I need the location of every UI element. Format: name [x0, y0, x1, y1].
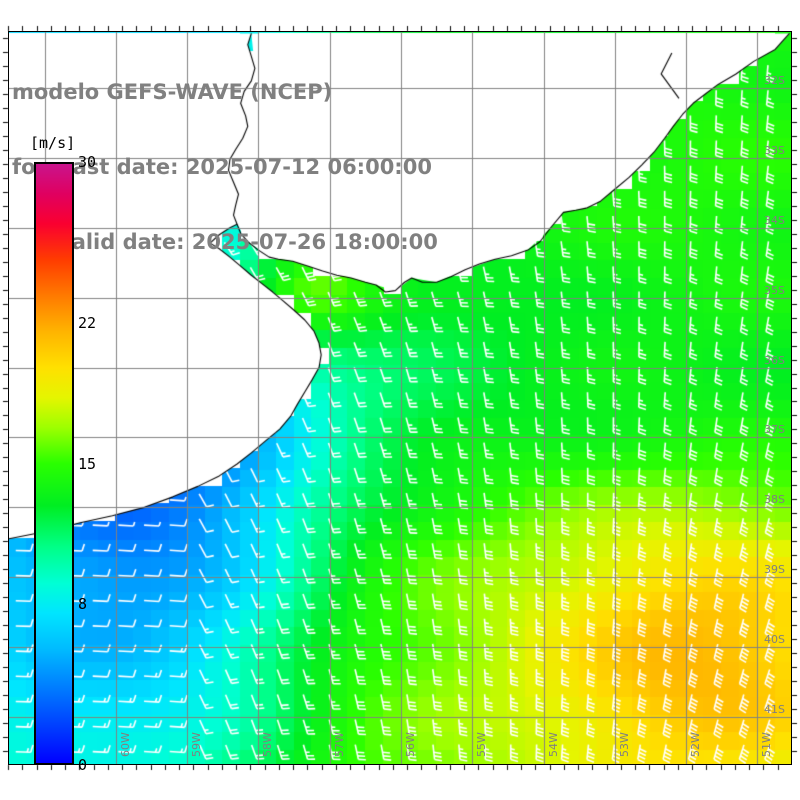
lon-tick-label: 53W: [617, 732, 631, 757]
lat-tick-label: 34S: [764, 213, 785, 227]
colorbar: [34, 162, 74, 765]
wind-speed-raster: [9, 32, 791, 764]
lat-tick-label: 35S: [764, 283, 785, 297]
lon-tick-label: 52W: [689, 732, 703, 757]
lat-tick-label: 39S: [764, 563, 785, 577]
map-canvas: [9, 32, 791, 764]
lon-tick-label: 59W: [190, 732, 204, 757]
lat-tick-label: 38S: [764, 493, 785, 507]
lon-tick-label: 56W: [404, 732, 417, 757]
lon-tick-label: 51W: [760, 732, 774, 757]
lat-tick-label: 36S: [764, 353, 785, 367]
colorbar-tick-8: 8: [78, 595, 88, 614]
map-frame: [8, 31, 792, 765]
lon-tick-label: 58W: [261, 732, 275, 757]
colorbar-tick-22: 22: [78, 313, 97, 332]
lat-tick-label: 33S: [764, 143, 785, 157]
colorbar-gradient: [34, 162, 74, 765]
lat-tick-label: 41S: [764, 703, 785, 717]
lon-tick-label: 60W: [118, 732, 132, 757]
lon-tick-label: 57W: [332, 732, 346, 757]
colorbar-tick-30: 30: [78, 153, 97, 171]
colorbar-tick-15: 15: [78, 454, 97, 473]
lon-tick-label: 55W: [475, 732, 489, 757]
lat-tick-label: 40S: [764, 633, 785, 647]
lon-tick-label: 54W: [546, 732, 560, 757]
colorbar-unit-label: [m/s]: [30, 134, 76, 152]
lat-tick-label: 32S: [764, 73, 785, 87]
lat-tick-label: 37S: [764, 423, 785, 437]
colorbar-tick-0: 0: [78, 756, 88, 774]
